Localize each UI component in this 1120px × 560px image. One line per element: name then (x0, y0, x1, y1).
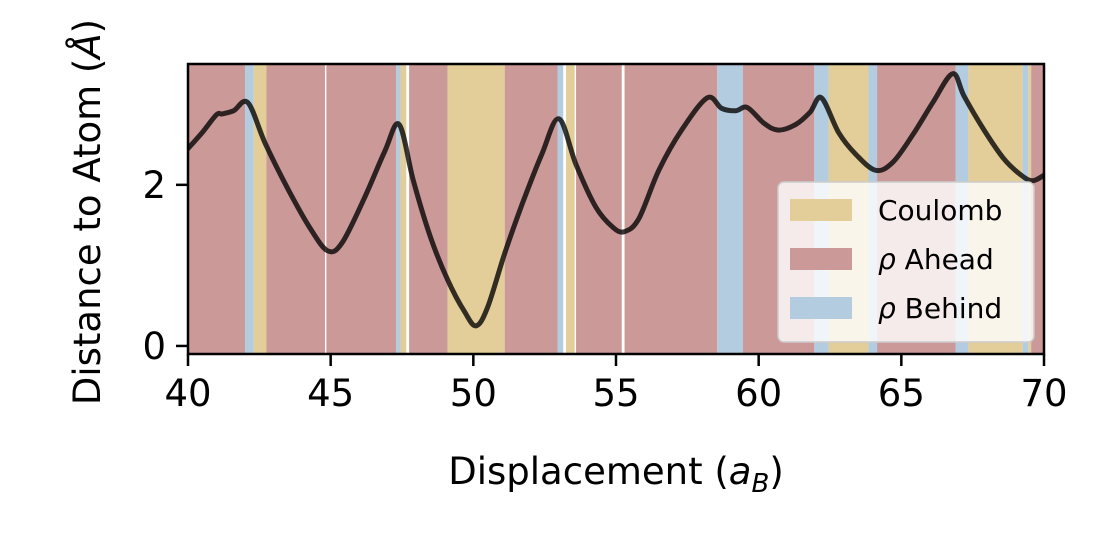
legend-swatch-rho-behind (790, 297, 852, 319)
series-line (188, 71, 1044, 329)
x-tick-label: 55 (592, 372, 639, 415)
region-rho-behind (245, 64, 254, 354)
x-tick-label: 60 (735, 372, 782, 415)
region-rho-behind (557, 64, 564, 354)
region-coulomb (400, 64, 407, 354)
x-tick-label: 50 (450, 372, 497, 415)
x-axis-label: Displacement (aB) (448, 450, 784, 499)
region-rho-ahead (504, 64, 558, 354)
y-axis-ticks: 02 (142, 164, 188, 368)
region-rho-ahead (266, 64, 325, 354)
x-tick-label: 40 (164, 372, 211, 415)
x-axis-ticks: 40 45 50 55 60 65 70 (164, 354, 1068, 415)
legend-label-coulomb: Coulomb (878, 194, 1002, 227)
x-tick-label: 70 (1020, 372, 1067, 415)
x-tick-label: 45 (307, 372, 354, 415)
region-coulomb (253, 64, 267, 354)
x-axis-label-subscript: B (751, 469, 769, 499)
x-axis-label-close: ) (769, 450, 783, 493)
region-rho-behind (396, 64, 401, 354)
y-axis-label-close: ) (66, 19, 109, 33)
y-tick-label: 0 (142, 325, 166, 368)
y-axis-label: Distance to Atom (Å) (65, 19, 109, 405)
legend-label-rho-behind: ρ Behind (878, 292, 1002, 325)
x-tick-label: 65 (878, 372, 925, 415)
legend-text: Behind (896, 292, 1002, 325)
y-tick-label: 2 (142, 164, 166, 207)
y-axis-label-unit: Å (65, 33, 109, 60)
region-coulomb (566, 64, 575, 354)
y-axis-label-text: Distance to Atom ( (66, 59, 109, 406)
legend-symbol: ρ (878, 243, 896, 276)
x-axis-label-variable: a (729, 450, 752, 493)
legend-swatch-rho-ahead (790, 248, 852, 270)
region-rho-ahead (409, 64, 448, 354)
region-coulomb (447, 64, 505, 354)
legend-label-rho-ahead: ρ Ahead (878, 243, 994, 276)
legend-text: Ahead (896, 243, 994, 276)
x-axis-label-text: Displacement ( (448, 450, 729, 493)
line-layer (188, 71, 1044, 329)
legend-symbol: ρ (878, 292, 896, 325)
legend-swatch-coulomb (790, 199, 852, 221)
region-rho-ahead (624, 64, 718, 354)
